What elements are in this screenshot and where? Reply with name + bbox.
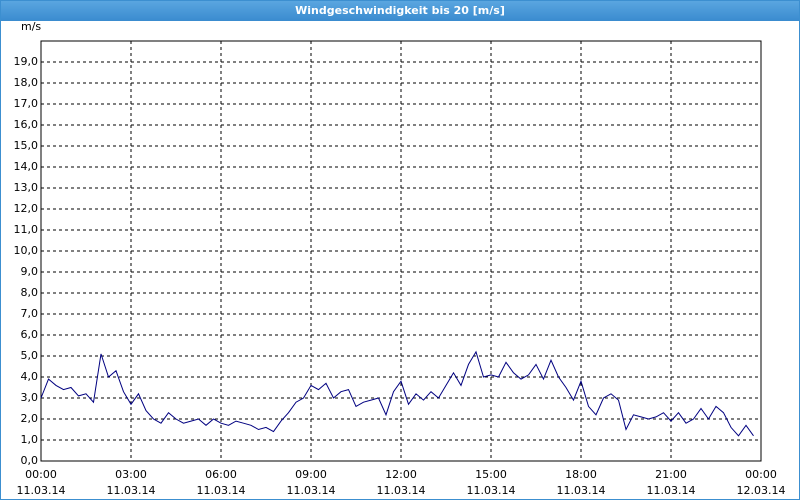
x-tick-label: 03:00 [115, 468, 147, 481]
x-tick-date: 11.03.14 [377, 484, 426, 497]
y-tick-label: 9,0 [21, 265, 39, 278]
y-tick-label: 13,0 [14, 181, 39, 194]
x-tick-label: 09:00 [295, 468, 327, 481]
y-tick-label: 18,0 [14, 76, 39, 89]
x-tick-date: 11.03.14 [17, 484, 66, 497]
x-tick-date: 11.03.14 [647, 484, 696, 497]
chart: m/s 0,0 1,0 2,0 3,0 4,0 5,0 6,0 7,0 8,0 9,0 10,0 11… [14, 21, 786, 497]
data-line [40, 350, 754, 437]
y-tick-label: 2,0 [21, 412, 39, 425]
y-tick-label: 14,0 [14, 160, 39, 173]
x-tick-date: 11.03.14 [197, 484, 246, 497]
y-tick-label: 0,0 [21, 454, 39, 467]
x-tick-date: 11.03.14 [287, 484, 336, 497]
x-tick-date: 11.03.14 [107, 484, 156, 497]
x-tick-date: 11.03.14 [557, 484, 606, 497]
y-tick-label: 7,0 [21, 307, 39, 320]
y-tick-label: 17,0 [14, 97, 39, 110]
title-bar: Windgeschwindigkeit bis 20 [m/s] [1, 1, 799, 21]
x-tick-label: 00:00 [745, 468, 777, 481]
x-tick-label: 21:00 [655, 468, 687, 481]
y-tick-label: 12,0 [14, 202, 39, 215]
x-tick-label: 18:00 [565, 468, 597, 481]
y-tick-label: 3,0 [21, 391, 39, 404]
y-tick-label: 8,0 [21, 286, 39, 299]
y-tick-label: 16,0 [14, 118, 39, 131]
y-tick-label: 19,0 [14, 55, 39, 68]
y-tick-label: 15,0 [14, 139, 39, 152]
x-tick-label: 06:00 [205, 468, 237, 481]
y-unit: m/s [21, 21, 41, 33]
y-tick-label: 4,0 [21, 370, 39, 383]
x-tick-date: 11.03.14 [467, 484, 516, 497]
x-tick-label: 15:00 [475, 468, 507, 481]
x-tick-label: 12:00 [385, 468, 417, 481]
y-tick-label: 6,0 [21, 328, 39, 341]
x-tick-label: 00:00 [25, 468, 57, 481]
y-tick-label: 11,0 [14, 223, 39, 236]
y-tick-label: 10,0 [14, 244, 39, 257]
y-tick-label: 1,0 [21, 433, 39, 446]
y-tick-label: 5,0 [21, 349, 39, 362]
x-tick-date: 12.03.14 [737, 484, 786, 497]
